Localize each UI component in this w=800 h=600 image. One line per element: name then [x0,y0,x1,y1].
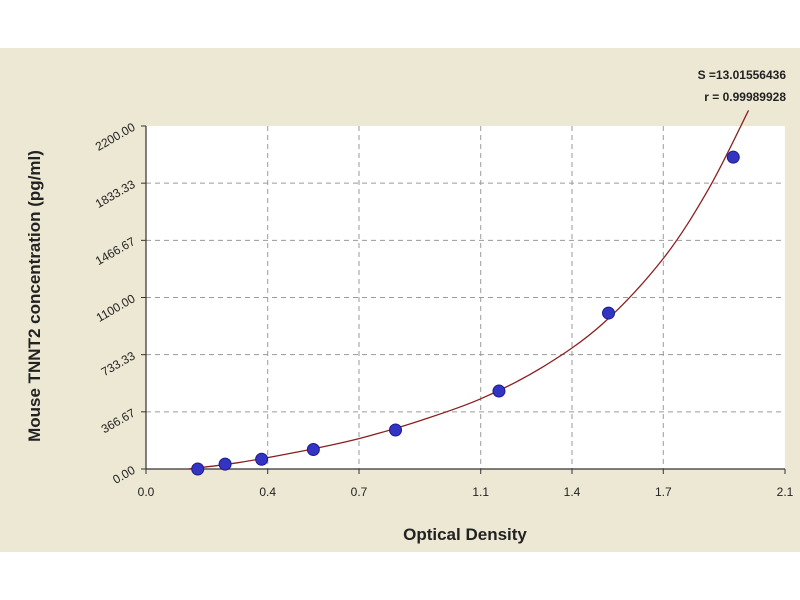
x-tick-label: 0.7 [351,485,368,499]
data-point [191,462,205,476]
axes [141,125,786,474]
data-point [389,423,403,437]
data-point [218,457,232,471]
y-tick-label: 733.33 [99,348,138,379]
data-point [726,150,740,164]
y-tick-label: 2200.00 [93,120,138,154]
y-tick-label: 1100.00 [94,291,138,325]
x-tick-label: 1.1 [472,485,489,499]
y-tick-label: 1466.67 [93,234,138,268]
x-tick-labels: 0.0 0.4 0.7 1.1 1.4 1.7 2.1 [138,485,794,499]
y-tick-label: 1833.33 [93,177,138,211]
y-tick-labels: 0.00 366.67 733.33 1100.00 1466.67 1833.33 220… [93,120,138,487]
x-tick-label: 2.1 [777,485,794,499]
fit-r-annotation: r = 0.99989928 [704,90,786,104]
x-tick-label: 1.4 [564,485,581,499]
data-point [492,384,506,398]
data-point [255,452,269,466]
y-axis-title: Mouse TNNT2 concentration (pg/ml) [25,150,44,442]
data-points [191,150,740,476]
y-tick-label: 366.67 [99,406,138,437]
fit-s-annotation: S =13.01556436 [698,68,787,82]
x-axis-title: Optical Density [403,525,527,544]
data-point [602,306,616,320]
x-tick-label: 0.4 [259,485,276,499]
y-tick-label: 0.00 [110,463,138,487]
x-tick-label: 1.7 [655,485,672,499]
grid-lines [146,126,785,469]
x-tick-label: 0.0 [138,485,155,499]
data-point [306,443,320,457]
